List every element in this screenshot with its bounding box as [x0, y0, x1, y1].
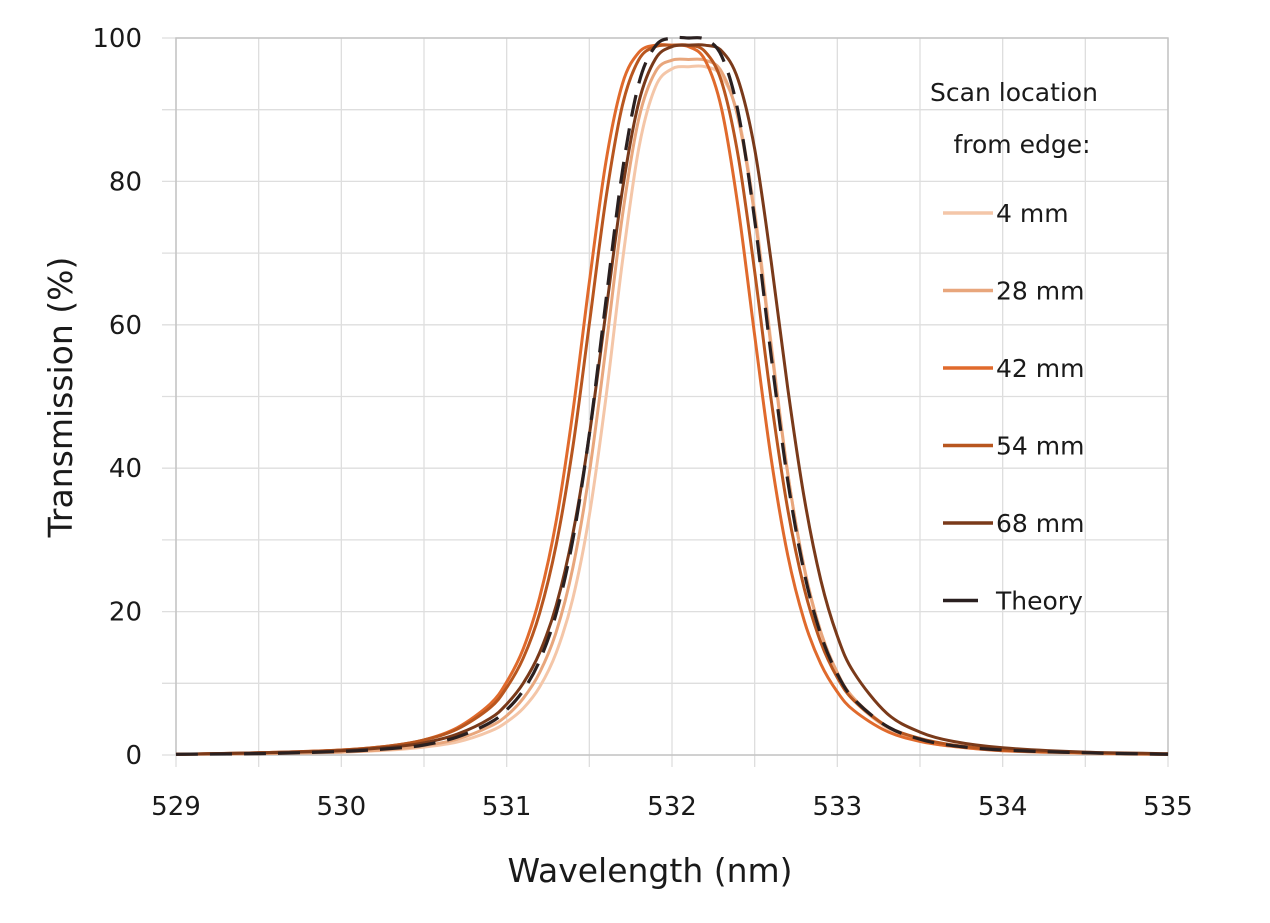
- legend-label: Theory: [995, 587, 1083, 616]
- y-tick-label: 80: [109, 167, 142, 197]
- x-tick-label: 533: [813, 792, 863, 822]
- legend-label: 68 mm: [996, 509, 1084, 538]
- y-axis-title: Transmission (%): [41, 257, 80, 539]
- y-axis-ticks: 0 20 40 60 80 100: [92, 24, 142, 771]
- x-tick-label: 535: [1143, 792, 1193, 822]
- legend-label: 42 mm: [996, 354, 1084, 383]
- x-tick-label: 534: [978, 792, 1028, 822]
- x-axis-title: Wavelength (nm): [507, 851, 792, 890]
- x-tick-label: 530: [317, 792, 367, 822]
- series-line-68-mm: [175, 43, 1169, 756]
- x-tick-label: 531: [482, 792, 532, 822]
- y-tick-label: 0: [125, 741, 142, 771]
- legend-label: 54 mm: [996, 432, 1084, 461]
- x-tick-label: 529: [151, 792, 201, 822]
- x-axis-ticks: 529 530 531 532 533 534 535: [151, 792, 1193, 822]
- series-lines: [175, 35, 1169, 756]
- y-tick-label: 60: [109, 311, 142, 341]
- plot-frame: [175, 37, 1169, 756]
- series-line-theory: [175, 35, 1169, 756]
- legend-label: 4 mm: [996, 199, 1069, 228]
- y-tick-label: 40: [109, 454, 142, 484]
- y-tick-label: 100: [92, 24, 142, 54]
- x-tick-label: 532: [647, 792, 697, 822]
- legend-title-line-1: Scan location: [930, 78, 1098, 107]
- legend-title-line-2: from edge:: [953, 130, 1090, 159]
- legend-label: 28 mm: [996, 277, 1084, 306]
- legend: Scan location from edge: 4 mm 28 mm 42 mm 5…: [930, 78, 1098, 616]
- y-tick-label: 20: [109, 598, 142, 628]
